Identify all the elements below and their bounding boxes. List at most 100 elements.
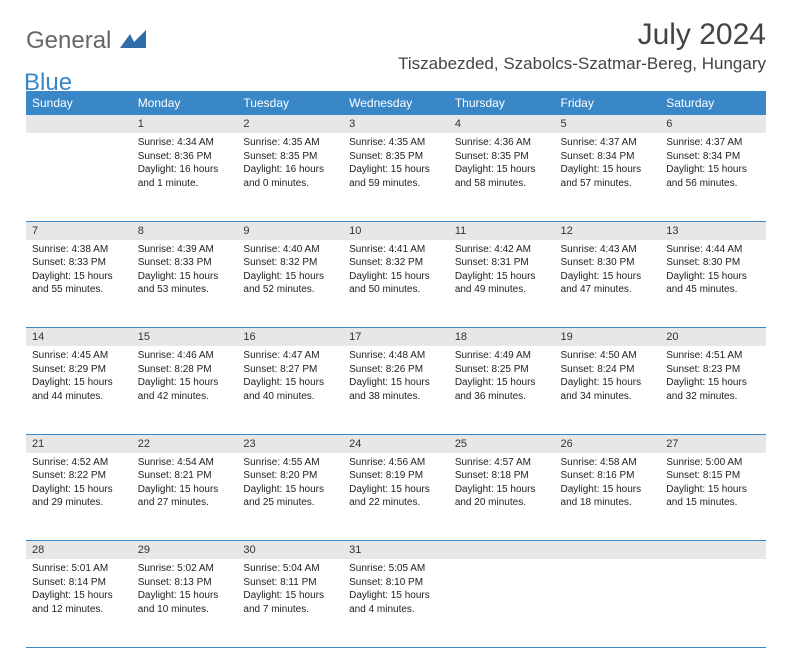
logo-line2: Blue bbox=[24, 69, 72, 96]
logo: General Blue bbox=[26, 18, 146, 83]
sunrise-text: Sunrise: 4:37 AM bbox=[666, 136, 760, 150]
day-number-row: 21222324252627 bbox=[26, 434, 766, 453]
month-title: July 2024 bbox=[398, 18, 766, 52]
day-number: 3 bbox=[343, 115, 449, 133]
daylight-text: Daylight: 15 hours and 44 minutes. bbox=[32, 376, 126, 403]
day-cell: Sunrise: 4:52 AMSunset: 8:22 PMDaylight:… bbox=[26, 453, 132, 541]
day-cell: Sunrise: 4:45 AMSunset: 8:29 PMDaylight:… bbox=[26, 346, 132, 434]
sunset-text: Sunset: 8:10 PM bbox=[349, 576, 443, 590]
daylight-text: Daylight: 15 hours and 49 minutes. bbox=[455, 270, 549, 297]
day-number: 10 bbox=[343, 221, 449, 240]
day-number: 4 bbox=[449, 115, 555, 133]
sunset-text: Sunset: 8:32 PM bbox=[243, 256, 337, 270]
weekday-header-row: Sunday Monday Tuesday Wednesday Thursday… bbox=[26, 91, 766, 115]
sunrise-text: Sunrise: 4:44 AM bbox=[666, 243, 760, 257]
day-number bbox=[555, 541, 661, 560]
sunrise-text: Sunrise: 4:58 AM bbox=[561, 456, 655, 470]
sunset-text: Sunset: 8:18 PM bbox=[455, 469, 549, 483]
day-number: 5 bbox=[555, 115, 661, 133]
sunset-text: Sunset: 8:16 PM bbox=[561, 469, 655, 483]
day-cell: Sunrise: 4:39 AMSunset: 8:33 PMDaylight:… bbox=[132, 240, 238, 328]
sunset-text: Sunset: 8:29 PM bbox=[32, 363, 126, 377]
day-cell bbox=[555, 559, 661, 647]
day-body-row: Sunrise: 4:38 AMSunset: 8:33 PMDaylight:… bbox=[26, 240, 766, 328]
day-number: 19 bbox=[555, 328, 661, 347]
sunset-text: Sunset: 8:14 PM bbox=[32, 576, 126, 590]
sunset-text: Sunset: 8:24 PM bbox=[561, 363, 655, 377]
sunrise-text: Sunrise: 4:50 AM bbox=[561, 349, 655, 363]
day-cell: Sunrise: 4:42 AMSunset: 8:31 PMDaylight:… bbox=[449, 240, 555, 328]
day-cell: Sunrise: 4:36 AMSunset: 8:35 PMDaylight:… bbox=[449, 133, 555, 221]
sunrise-text: Sunrise: 5:00 AM bbox=[666, 456, 760, 470]
day-number: 1 bbox=[132, 115, 238, 133]
logo-text: General Blue bbox=[26, 24, 146, 83]
sunrise-text: Sunrise: 4:36 AM bbox=[455, 136, 549, 150]
sunset-text: Sunset: 8:11 PM bbox=[243, 576, 337, 590]
daylight-text: Daylight: 15 hours and 38 minutes. bbox=[349, 376, 443, 403]
sunset-text: Sunset: 8:27 PM bbox=[243, 363, 337, 377]
day-number: 16 bbox=[237, 328, 343, 347]
day-cell: Sunrise: 4:40 AMSunset: 8:32 PMDaylight:… bbox=[237, 240, 343, 328]
day-body-row: Sunrise: 4:45 AMSunset: 8:29 PMDaylight:… bbox=[26, 346, 766, 434]
daylight-text: Daylight: 15 hours and 55 minutes. bbox=[32, 270, 126, 297]
day-number-row: 123456 bbox=[26, 115, 766, 133]
daylight-text: Daylight: 15 hours and 27 minutes. bbox=[138, 483, 232, 510]
daylight-text: Daylight: 15 hours and 36 minutes. bbox=[455, 376, 549, 403]
daylight-text: Daylight: 16 hours and 1 minute. bbox=[138, 163, 232, 190]
day-cell: Sunrise: 5:02 AMSunset: 8:13 PMDaylight:… bbox=[132, 559, 238, 647]
day-cell: Sunrise: 4:54 AMSunset: 8:21 PMDaylight:… bbox=[132, 453, 238, 541]
sunrise-text: Sunrise: 4:49 AM bbox=[455, 349, 549, 363]
day-number: 12 bbox=[555, 221, 661, 240]
day-cell bbox=[26, 133, 132, 221]
day-cell: Sunrise: 4:37 AMSunset: 8:34 PMDaylight:… bbox=[660, 133, 766, 221]
daylight-text: Daylight: 15 hours and 40 minutes. bbox=[243, 376, 337, 403]
sunset-text: Sunset: 8:30 PM bbox=[561, 256, 655, 270]
sunset-text: Sunset: 8:36 PM bbox=[138, 150, 232, 164]
day-number: 25 bbox=[449, 434, 555, 453]
daylight-text: Daylight: 15 hours and 59 minutes. bbox=[349, 163, 443, 190]
day-cell: Sunrise: 4:38 AMSunset: 8:33 PMDaylight:… bbox=[26, 240, 132, 328]
day-cell: Sunrise: 5:05 AMSunset: 8:10 PMDaylight:… bbox=[343, 559, 449, 647]
day-number bbox=[26, 115, 132, 133]
daylight-text: Daylight: 15 hours and 47 minutes. bbox=[561, 270, 655, 297]
day-cell: Sunrise: 4:35 AMSunset: 8:35 PMDaylight:… bbox=[237, 133, 343, 221]
location: Tiszabezded, Szabolcs-Szatmar-Bereg, Hun… bbox=[398, 54, 766, 74]
sunrise-text: Sunrise: 4:48 AM bbox=[349, 349, 443, 363]
sunset-text: Sunset: 8:32 PM bbox=[349, 256, 443, 270]
day-cell: Sunrise: 4:46 AMSunset: 8:28 PMDaylight:… bbox=[132, 346, 238, 434]
day-cell: Sunrise: 4:56 AMSunset: 8:19 PMDaylight:… bbox=[343, 453, 449, 541]
title-block: July 2024 Tiszabezded, Szabolcs-Szatmar-… bbox=[398, 18, 766, 74]
sunset-text: Sunset: 8:20 PM bbox=[243, 469, 337, 483]
logo-line1: General bbox=[26, 27, 111, 54]
day-number: 11 bbox=[449, 221, 555, 240]
sunrise-text: Sunrise: 5:02 AM bbox=[138, 562, 232, 576]
sunrise-text: Sunrise: 4:37 AM bbox=[561, 136, 655, 150]
header: General Blue July 2024 Tiszabezded, Szab… bbox=[26, 18, 766, 83]
day-number: 8 bbox=[132, 221, 238, 240]
sunrise-text: Sunrise: 4:35 AM bbox=[243, 136, 337, 150]
day-number-row: 78910111213 bbox=[26, 221, 766, 240]
day-number: 7 bbox=[26, 221, 132, 240]
day-number: 24 bbox=[343, 434, 449, 453]
daylight-text: Daylight: 15 hours and 42 minutes. bbox=[138, 376, 232, 403]
daylight-text: Daylight: 15 hours and 22 minutes. bbox=[349, 483, 443, 510]
day-number: 6 bbox=[660, 115, 766, 133]
day-cell bbox=[449, 559, 555, 647]
day-number: 31 bbox=[343, 541, 449, 560]
daylight-text: Daylight: 15 hours and 18 minutes. bbox=[561, 483, 655, 510]
weekday-header: Monday bbox=[132, 91, 238, 115]
day-cell: Sunrise: 5:04 AMSunset: 8:11 PMDaylight:… bbox=[237, 559, 343, 647]
day-number: 29 bbox=[132, 541, 238, 560]
day-cell: Sunrise: 4:50 AMSunset: 8:24 PMDaylight:… bbox=[555, 346, 661, 434]
sunset-text: Sunset: 8:31 PM bbox=[455, 256, 549, 270]
day-body-row: Sunrise: 5:01 AMSunset: 8:14 PMDaylight:… bbox=[26, 559, 766, 647]
day-number: 18 bbox=[449, 328, 555, 347]
sunrise-text: Sunrise: 4:40 AM bbox=[243, 243, 337, 257]
day-number: 22 bbox=[132, 434, 238, 453]
sunrise-text: Sunrise: 4:47 AM bbox=[243, 349, 337, 363]
sunset-text: Sunset: 8:23 PM bbox=[666, 363, 760, 377]
sunrise-text: Sunrise: 4:51 AM bbox=[666, 349, 760, 363]
day-number: 2 bbox=[237, 115, 343, 133]
day-number-row: 28293031 bbox=[26, 541, 766, 560]
daylight-text: Daylight: 15 hours and 15 minutes. bbox=[666, 483, 760, 510]
